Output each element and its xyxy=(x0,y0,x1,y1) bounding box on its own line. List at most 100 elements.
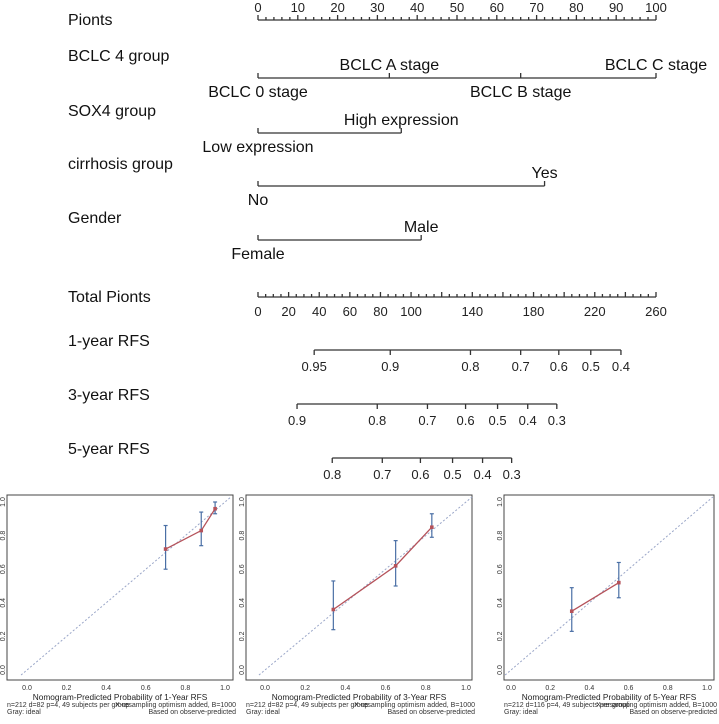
y-tick-label: 0.0 xyxy=(0,665,7,675)
points-tick-label: 80 xyxy=(569,0,583,15)
observed-line xyxy=(332,526,433,611)
y-tick-label: 0.8 xyxy=(239,531,246,541)
x-tick-label: 0.8 xyxy=(663,685,673,692)
y-tick-label: 0.0 xyxy=(497,665,504,675)
footnote-left: Gray: ideal xyxy=(246,709,280,716)
variable-label: Gender xyxy=(68,210,122,227)
x-tick-label: 1.0 xyxy=(220,685,230,692)
footnote-left: n=212 d=116 p=4, 49 subjects per group xyxy=(504,702,630,709)
x-tick-label: 0.0 xyxy=(22,685,32,692)
points-tick-label: 10 xyxy=(291,0,305,15)
total-points-label: Total Pionts xyxy=(68,289,151,306)
outcome-tick-label: 0.7 xyxy=(418,413,436,428)
y-tick-label: 0.8 xyxy=(0,531,7,541)
outcome-tick-label: 0.7 xyxy=(373,467,391,482)
ideal-line xyxy=(258,496,473,676)
footnote-right: Based on observe-predicted xyxy=(148,709,236,716)
total-points-tick-label: 20 xyxy=(281,304,295,319)
points-tick-label: 90 xyxy=(609,0,623,15)
total-points-tick-label: 60 xyxy=(343,304,357,319)
calibration-plot-1: 0.0 0.0 0.2 0.2 0.4 0.4 0.6 0.6 0.8 0.8 1.0 1.0 Nomo… xyxy=(0,494,236,716)
variable-level-label: No xyxy=(248,192,269,209)
outcome-tick-label: 0.8 xyxy=(461,359,479,374)
y-tick-label: 0.4 xyxy=(239,598,246,608)
plot-frame xyxy=(245,494,473,681)
x-tick-label: 0.6 xyxy=(381,685,391,692)
y-tick-label: 0.6 xyxy=(239,564,246,574)
outcome-tick-label: 0.4 xyxy=(519,413,537,428)
y-tick-label: 0.2 xyxy=(239,631,246,641)
variable-label: SOX4 group xyxy=(68,103,156,120)
footnote-left: Gray: ideal xyxy=(7,709,41,716)
points-tick-label: 100 xyxy=(645,0,667,15)
data-point xyxy=(331,607,336,612)
x-tick-label: 0.4 xyxy=(341,685,351,692)
outcome-tick-label: 0.3 xyxy=(503,467,521,482)
ideal-line xyxy=(20,496,232,676)
observed-line xyxy=(571,582,620,612)
x-tick-label: 0.4 xyxy=(585,685,595,692)
data-point xyxy=(569,609,574,613)
variable-level-label: Low expression xyxy=(202,139,313,156)
y-tick-label: 0.6 xyxy=(497,564,504,574)
points-tick-label: 50 xyxy=(450,0,464,15)
y-tick-label: 1.0 xyxy=(497,497,504,507)
y-tick-label: 1.0 xyxy=(239,497,246,507)
outcome-tick-label: 0.8 xyxy=(368,413,386,428)
outcome-tick-label: 0.6 xyxy=(550,359,568,374)
calibration-plot-3: 0.0 0.0 0.2 0.2 0.4 0.4 0.6 0.6 0.8 0.8 1.0 1.0 Nomo… xyxy=(497,494,717,716)
variable-level-label: BCLC B stage xyxy=(470,84,571,101)
x-tick-label: 0.4 xyxy=(101,685,111,692)
outcome-tick-label: 0.5 xyxy=(444,467,462,482)
variable-level-label: BCLC 0 stage xyxy=(208,84,308,101)
data-point xyxy=(393,564,398,568)
y-tick-label: 0.2 xyxy=(0,631,7,641)
data-point xyxy=(617,580,621,585)
x-axis-label: Nomogram-Predicted Probability of 3-Year… xyxy=(272,692,447,702)
outcome-tick-label: 0.4 xyxy=(474,467,492,482)
points-tick-label: 60 xyxy=(490,0,504,15)
data-point xyxy=(163,547,168,551)
footnote-left: n=212 d=82 p=4, 49 subjects per group xyxy=(7,702,130,709)
total-points-tick-label: 180 xyxy=(523,304,545,319)
points-label: Pionts xyxy=(68,12,112,29)
x-tick-label: 0.6 xyxy=(624,685,634,692)
footnote-right: X-resampling optimism added, B=1000 xyxy=(596,702,717,709)
footnote-left: Gray: ideal xyxy=(504,709,538,716)
total-points-tick-label: 140 xyxy=(461,304,483,319)
total-points-tick-label: 260 xyxy=(645,304,667,319)
outcome-tick-label: 0.5 xyxy=(582,359,600,374)
y-tick-label: 0.4 xyxy=(497,598,504,608)
total-points-tick-label: 220 xyxy=(584,304,606,319)
outcome-tick-label: 0.95 xyxy=(302,359,327,374)
points-tick-label: 0 xyxy=(254,0,261,15)
x-axis-label: Nomogram-Predicted Probability of 5-Year… xyxy=(522,692,697,702)
footnote-right: Based on observe-predicted xyxy=(629,709,717,716)
x-tick-label: 0.2 xyxy=(62,685,72,692)
y-tick-label: 1.0 xyxy=(0,497,7,507)
outcome-tick-label: 0.9 xyxy=(381,359,399,374)
outcome-label: 1-year RFS xyxy=(68,333,150,350)
y-tick-label: 0.6 xyxy=(0,564,7,574)
variable-level-label: BCLC A stage xyxy=(340,57,440,74)
outcome-tick-label: 0.9 xyxy=(288,413,306,428)
x-tick-label: 1.0 xyxy=(702,685,712,692)
x-axis-label: Nomogram-Predicted Probability of 1-Year… xyxy=(33,692,208,702)
outcome-label: 5-year RFS xyxy=(68,441,150,458)
total-points-tick-label: 80 xyxy=(373,304,387,319)
points-tick-label: 70 xyxy=(529,0,543,15)
x-tick-label: 0.8 xyxy=(181,685,191,692)
footnote-right: X-resampling optimism added, B=1000 xyxy=(354,702,475,709)
total-points-tick-label: 40 xyxy=(312,304,326,319)
total-points-tick-label: 0 xyxy=(254,304,261,319)
outcome-tick-label: 0.4 xyxy=(612,359,630,374)
points-tick-label: 30 xyxy=(370,0,384,15)
footnote-left: n=212 d=82 p=4, 49 subjects per group xyxy=(246,702,369,709)
data-point xyxy=(213,506,217,511)
y-tick-label: 0.2 xyxy=(497,631,504,641)
variable-level-label: BCLC C stage xyxy=(605,57,707,74)
footnote-right: Based on observe-predicted xyxy=(387,709,475,716)
data-point xyxy=(430,525,434,529)
outcome-tick-label: 0.8 xyxy=(323,467,341,482)
